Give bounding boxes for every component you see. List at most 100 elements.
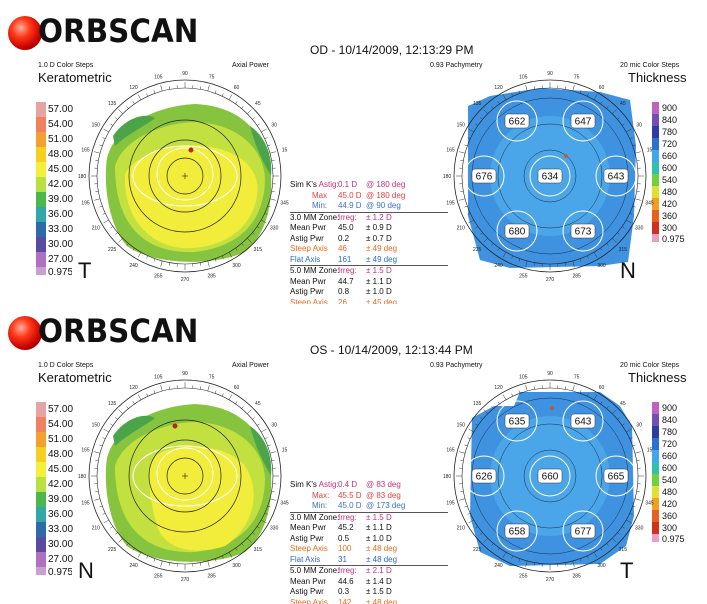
scale-value: 660 bbox=[662, 151, 677, 161]
angle-label: 75 bbox=[209, 375, 215, 381]
sim-k-min-row: Min: 45.0 D @ 173 deg bbox=[290, 501, 448, 512]
keratometry-stats-table: Sim K's Astig: 0.4 D @ 83 deg Max: 45.5 … bbox=[290, 480, 448, 604]
angle-label: 135 bbox=[108, 101, 117, 107]
angle-tick bbox=[268, 445, 271, 446]
scale-value: 840 bbox=[662, 115, 677, 125]
scale-swatch bbox=[36, 117, 46, 132]
angle-label: 315 bbox=[619, 547, 628, 553]
angle-tick bbox=[169, 263, 170, 266]
left-map-hemisphere-marker: N bbox=[78, 558, 94, 584]
scale-value: 42.00 bbox=[48, 179, 73, 190]
scale-swatch bbox=[652, 510, 659, 522]
angle-label: 135 bbox=[473, 101, 482, 107]
angle-label: 15 bbox=[647, 147, 653, 153]
scale-step: 0.975 bbox=[36, 267, 72, 275]
angle-label: 210 bbox=[457, 226, 466, 232]
angle-tick bbox=[94, 452, 100, 454]
angle-label: 345 bbox=[280, 201, 289, 207]
angle-label: 345 bbox=[280, 501, 289, 507]
angle-label: 195 bbox=[81, 501, 90, 507]
angle-label: 210 bbox=[457, 526, 466, 532]
scale-step: 360 bbox=[652, 210, 688, 222]
angle-label: 345 bbox=[645, 201, 654, 207]
scale-step: 0.975 bbox=[36, 567, 72, 575]
angle-label: 90 bbox=[182, 371, 188, 377]
scale-swatch bbox=[652, 438, 659, 450]
scale-value: 600 bbox=[662, 463, 677, 473]
angle-tick bbox=[103, 438, 106, 439]
angle-label: 120 bbox=[129, 85, 138, 91]
angle-tick bbox=[154, 259, 155, 262]
scale-swatch bbox=[36, 147, 46, 162]
scale-swatch bbox=[652, 150, 659, 162]
angle-tick bbox=[460, 491, 463, 492]
scale-value: 51.00 bbox=[48, 134, 73, 145]
angle-tick bbox=[119, 238, 123, 242]
angle-tick bbox=[257, 424, 259, 426]
scale-value: 840 bbox=[662, 415, 677, 425]
angle-label: 15 bbox=[647, 447, 653, 453]
angle-tick bbox=[519, 390, 520, 393]
scale-step: 48.00 bbox=[36, 147, 72, 162]
angle-tick bbox=[169, 386, 170, 389]
zone3-astig-row: Astig Pwr 0.5 ± 1.0 D bbox=[290, 534, 448, 545]
zone5-steep-row: Steep Axis 142 ± 48 deg bbox=[290, 598, 448, 604]
angle-tick bbox=[138, 95, 141, 100]
scale-swatch bbox=[36, 567, 46, 575]
angle-tick bbox=[222, 394, 223, 397]
angle-label: 45 bbox=[255, 101, 261, 107]
scale-step: 900 bbox=[652, 402, 688, 414]
angle-label: 270 bbox=[546, 577, 555, 583]
keratometry-stats-table: Sim K's Astig: 0.1 D @ 180 deg Max 45.0 … bbox=[290, 180, 448, 304]
angle-tick bbox=[498, 401, 500, 403]
logo-text: ORBSCAN bbox=[38, 312, 198, 350]
scale-value: 39.00 bbox=[48, 494, 73, 505]
scale-swatch bbox=[36, 237, 46, 252]
scale-value: 900 bbox=[662, 103, 677, 113]
angle-tick bbox=[200, 263, 201, 266]
scale-step: 480 bbox=[652, 486, 688, 498]
scale-step: 36.00 bbox=[36, 507, 72, 522]
scale-step: 45.00 bbox=[36, 162, 72, 177]
scale-swatch bbox=[652, 462, 659, 474]
angle-tick bbox=[512, 394, 513, 397]
scale-step: 600 bbox=[652, 462, 688, 474]
angle-tick bbox=[242, 406, 244, 408]
angle-label: 240 bbox=[129, 263, 138, 269]
angle-tick bbox=[261, 429, 266, 432]
angle-label: 30 bbox=[271, 123, 277, 129]
angle-tick bbox=[459, 452, 465, 454]
scale-swatch bbox=[36, 177, 46, 192]
angle-tick bbox=[459, 499, 465, 501]
angle-tick bbox=[103, 513, 106, 514]
pachy-reading-upper_left: 635 bbox=[509, 417, 526, 428]
scale-step: 300 bbox=[652, 522, 688, 534]
angle-tick bbox=[464, 206, 467, 207]
scale-swatch bbox=[36, 417, 46, 432]
angle-label: 105 bbox=[519, 375, 528, 381]
scale-step: 720 bbox=[652, 138, 688, 150]
pachy-reading-center: 634 bbox=[542, 172, 559, 183]
angle-tick bbox=[104, 220, 109, 223]
angle-tick bbox=[94, 499, 100, 501]
angle-tick bbox=[252, 118, 254, 120]
angle-tick bbox=[635, 199, 641, 201]
scale-swatch bbox=[36, 132, 46, 147]
angle-tick bbox=[104, 429, 109, 432]
scale-value: 300 bbox=[662, 523, 677, 533]
exam-panel-os: ORBSCAN OS - 10/14/2009, 12:13:44 PM 1.0… bbox=[0, 300, 707, 600]
angle-tick bbox=[94, 199, 100, 201]
angle-label: 45 bbox=[620, 101, 626, 107]
angle-label: 30 bbox=[636, 123, 642, 129]
angle-tick bbox=[635, 499, 641, 501]
angle-label: 150 bbox=[92, 423, 101, 429]
angle-tick bbox=[154, 90, 155, 93]
angle-label: 330 bbox=[270, 226, 279, 232]
scale-swatch bbox=[652, 486, 659, 498]
angle-label: 135 bbox=[108, 401, 117, 407]
